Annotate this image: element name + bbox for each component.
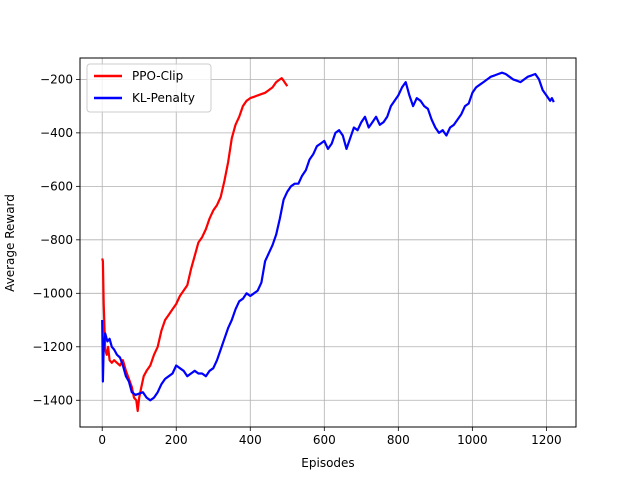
series-lines bbox=[101, 71, 555, 413]
x-tick-label: 200 bbox=[165, 433, 188, 447]
y-tick-label: −800 bbox=[40, 233, 73, 247]
series-line-kl-penalty bbox=[101, 71, 555, 402]
y-tick-label: −400 bbox=[40, 126, 73, 140]
grid-lines bbox=[80, 58, 576, 427]
series-line-ppo-clip bbox=[101, 76, 289, 413]
legend-label-ppo-clip: PPO-Clip bbox=[132, 69, 183, 83]
x-tick-label: 600 bbox=[313, 433, 336, 447]
legend: PPO-Clip KL-Penalty bbox=[86, 63, 212, 113]
y-tick-label: −1200 bbox=[32, 340, 73, 354]
y-tick-label: −1400 bbox=[32, 393, 73, 407]
x-tick-label: 0 bbox=[98, 433, 106, 447]
x-tick-label: 800 bbox=[387, 433, 410, 447]
y-tick-label: −1000 bbox=[32, 286, 73, 300]
axes-frame bbox=[79, 57, 577, 428]
x-tick-labels: 0 200 400 600 800 1000 1200 bbox=[98, 433, 561, 447]
y-axis-label: Average Reward bbox=[3, 194, 17, 292]
y-tick-label: −200 bbox=[40, 72, 73, 86]
x-tick-label: 1000 bbox=[457, 433, 488, 447]
y-tick-label: −600 bbox=[40, 179, 73, 193]
x-tick-label: 400 bbox=[239, 433, 262, 447]
x-tick-label: 1200 bbox=[531, 433, 562, 447]
legend-label-kl-penalty: KL-Penalty bbox=[132, 91, 195, 105]
tick-marks bbox=[76, 78, 547, 431]
y-tick-labels: −1400 −1200 −1000 −800 −600 −400 −200 bbox=[32, 72, 73, 407]
x-axis-label: Episodes bbox=[301, 456, 354, 470]
